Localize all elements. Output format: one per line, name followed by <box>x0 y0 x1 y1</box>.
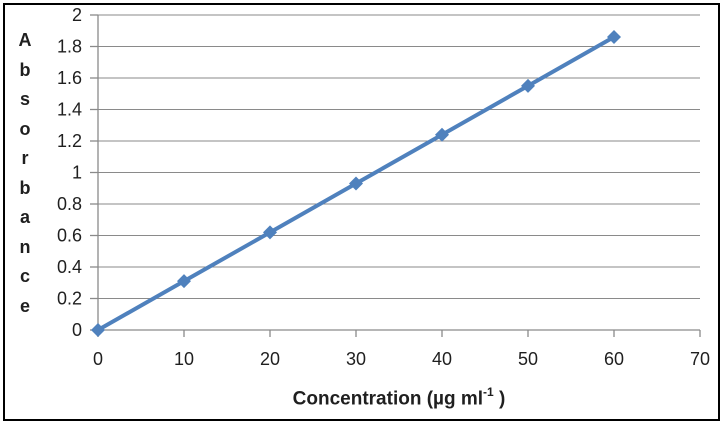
y-axis-title-letter: s <box>19 89 30 110</box>
y-axis-title-letter: e <box>19 295 30 316</box>
x-axis-title-text: Concentration (µg ml <box>292 388 484 410</box>
y-tick-label: 1.2 <box>57 131 82 151</box>
y-tick-label: 1.6 <box>57 68 82 88</box>
y-tick-label: 1.4 <box>57 100 82 120</box>
x-axis-title-close: ) <box>493 388 506 410</box>
y-tick-label: 0.8 <box>57 194 82 214</box>
x-tick-label: 50 <box>518 349 538 369</box>
data-point-marker <box>435 127 449 142</box>
y-axis-title-letter: A <box>18 30 32 50</box>
x-axis-title: Concentration (µg ml-1 ) <box>98 385 700 411</box>
x-axis-title-superscript: -1 <box>483 385 494 399</box>
x-tick-label: 70 <box>690 349 710 369</box>
x-tick-label: 40 <box>432 349 452 369</box>
data-point-marker <box>521 78 535 93</box>
y-axis-title-letter: b <box>19 59 31 80</box>
x-tick-label: 0 <box>93 349 103 369</box>
data-point-marker <box>177 274 191 289</box>
y-axis-title-letter: r <box>21 148 29 169</box>
y-tick-label: 0 <box>72 320 82 340</box>
y-tick-label: 0.6 <box>57 226 82 246</box>
y-axis-title-letter: c <box>19 266 30 287</box>
y-tick-label: 1 <box>72 163 82 183</box>
data-point-marker <box>607 30 621 45</box>
y-tick-label: 1.8 <box>57 37 82 57</box>
y-tick-label: 2 <box>72 5 82 25</box>
x-tick-label: 10 <box>174 349 194 369</box>
y-axis-title-letter: o <box>19 118 31 139</box>
y-tick-label: 0.4 <box>57 257 82 277</box>
x-tick-label: 60 <box>604 349 624 369</box>
y-axis-title-letter: n <box>19 236 31 257</box>
y-axis-title-letter: b <box>19 177 31 198</box>
data-point-marker <box>263 225 277 240</box>
data-point-marker <box>91 323 105 337</box>
x-tick-label: 30 <box>346 349 366 369</box>
data-point-marker <box>349 176 363 191</box>
x-tick-label: 20 <box>260 349 280 369</box>
y-axis-title-letter: a <box>19 207 30 228</box>
y-tick-label: 0.2 <box>57 289 82 309</box>
